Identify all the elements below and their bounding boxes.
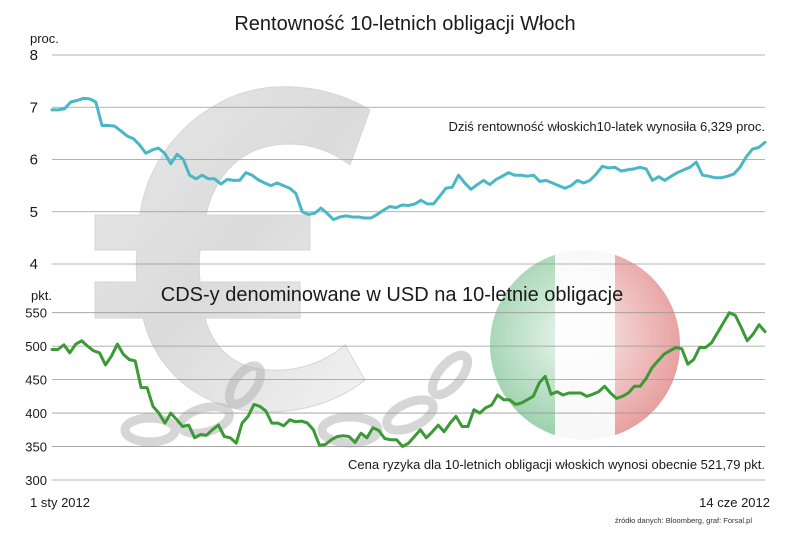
cds-tick-label-300: 300: [25, 473, 47, 488]
yield-tick-label-4: 4: [30, 256, 38, 273]
cds-series-line: [50, 311, 767, 448]
euro-sign-illustration: [94, 86, 371, 413]
cds-y-ticks: 550 500 450 400 350 300: [25, 306, 47, 488]
cds-tick-label-550: 550: [25, 306, 47, 321]
yield-chart-title: Rentowność 10-letnich obligacji Włoch: [234, 13, 575, 35]
cds-tick-label-450: 450: [25, 373, 47, 388]
source-note: źródło danych: Bloomberg, graf: Forsal.p…: [615, 516, 752, 525]
cds-tick-label-350: 350: [25, 440, 47, 455]
cds-chart-title: CDS-y denominowane w USD na 10-letnie ob…: [161, 284, 623, 306]
x-start-label: 1 sty 2012: [30, 495, 90, 510]
yield-tick-label-8: 8: [30, 47, 38, 64]
chain-illustration: [120, 350, 473, 448]
cds-tick-label-400: 400: [25, 406, 47, 421]
cds-tick-label-500: 500: [25, 339, 47, 354]
yield-unit-label: proc.: [30, 31, 59, 46]
yield-y-ticks: 8 7 6 5 4: [30, 47, 38, 273]
yield-tick-label-6: 6: [30, 152, 38, 169]
x-end-label: 14 cze 2012: [699, 495, 770, 510]
yield-gridlines: [52, 54, 765, 265]
cds-annotation: Cena ryzyka dla 10-letnich obligacji wło…: [348, 457, 765, 472]
yield-series-line: [50, 96, 767, 222]
italian-ball-illustration: [490, 250, 680, 440]
yield-tick-label-7: 7: [30, 99, 38, 116]
cds-unit-label: pkt.: [31, 288, 52, 303]
yield-tick-label-5: 5: [30, 204, 38, 221]
yield-annotation: Dziś rentowność włoskich10-latek wynosił…: [449, 119, 765, 134]
